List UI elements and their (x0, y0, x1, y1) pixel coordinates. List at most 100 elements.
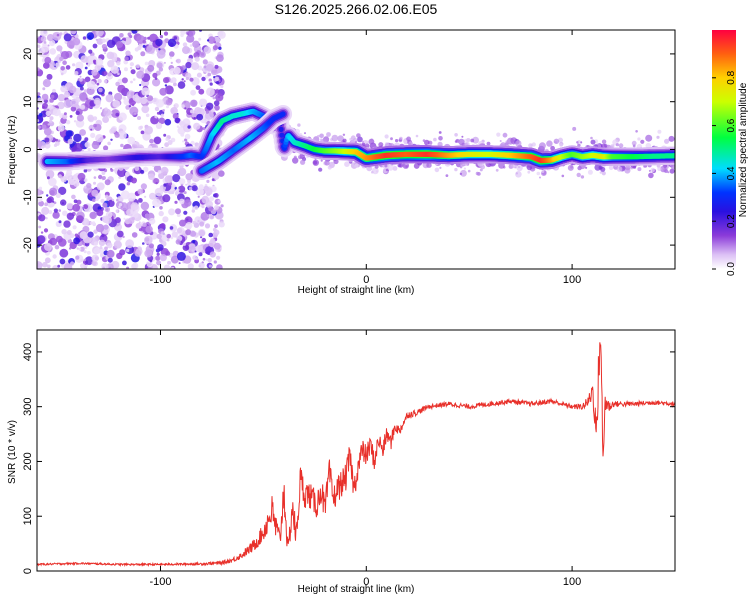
noise-blob (165, 137, 169, 141)
noise-blob (660, 165, 667, 173)
noise-blob (90, 128, 93, 131)
noise-blob (95, 58, 104, 66)
noise-blob (174, 200, 178, 204)
noise-blob (127, 32, 132, 37)
noise-blob (129, 66, 133, 70)
noise-blob (132, 78, 136, 81)
noise-blob (176, 188, 180, 192)
noise-blob (80, 55, 88, 63)
noise-blob (91, 141, 100, 150)
noise-blob (205, 110, 209, 114)
noise-blob (576, 172, 581, 178)
noise-blob (185, 229, 192, 236)
noise-blob (201, 205, 205, 209)
noise-blob (63, 91, 70, 98)
noise-blob (357, 136, 363, 143)
noise-blob (149, 259, 153, 263)
noise-blob (156, 260, 162, 266)
noise-blob (37, 44, 41, 48)
noise-blob (86, 250, 91, 255)
noise-blob (90, 132, 96, 138)
noise-blob (201, 237, 206, 243)
noise-blob (93, 229, 98, 234)
noise-blob (82, 36, 87, 40)
noise-blob (438, 136, 443, 141)
noise-blob (528, 143, 533, 148)
noise-blob (168, 208, 176, 216)
noise-blob (207, 72, 212, 77)
noise-blob (601, 171, 606, 176)
noise-blob (212, 45, 218, 51)
noise-blob (104, 179, 111, 186)
noise-blob (141, 105, 150, 114)
noise-blob (160, 223, 166, 229)
noise-blob (209, 251, 216, 258)
noise-blob (192, 40, 200, 48)
noise-blob (317, 134, 320, 138)
noise-blob (93, 116, 98, 121)
noise-blob (77, 172, 86, 181)
noise-blob (178, 185, 186, 193)
noise-blob (159, 206, 163, 210)
noise-blob (63, 112, 67, 116)
noise-blob (472, 136, 479, 144)
noise-blob (87, 231, 94, 238)
noise-blob (37, 261, 43, 269)
noise-blob (167, 260, 171, 265)
noise-blob (356, 133, 361, 138)
noise-blob (52, 211, 60, 219)
noise-blob (88, 124, 95, 131)
noise-blob (195, 245, 203, 253)
noise-blob (220, 204, 224, 208)
noise-blob (454, 140, 458, 143)
noise-blob (57, 93, 66, 102)
noise-blob (318, 167, 323, 172)
noise-blob (333, 158, 339, 165)
noise-blob (37, 67, 40, 72)
noise-blob (635, 130, 638, 133)
noise-blob (52, 108, 61, 117)
noise-blob (132, 144, 138, 150)
noise-blob (153, 136, 162, 145)
noise-blob (406, 136, 411, 142)
noise-blob (546, 140, 553, 147)
noise-blob (160, 231, 165, 236)
noise-blob (91, 189, 99, 197)
noise-blob (49, 48, 57, 55)
frequency-trace (38, 102, 675, 180)
noise-blob (140, 97, 148, 105)
noise-blob (142, 242, 145, 245)
noise-blob (41, 44, 50, 53)
noise-blob (169, 51, 175, 57)
noise-blob (112, 100, 121, 108)
noise-blob (186, 218, 189, 221)
noise-blob (182, 244, 190, 251)
noise-blob (342, 133, 346, 136)
noise-blob (200, 236, 203, 239)
noise-blob (177, 81, 186, 89)
noise-blob (192, 206, 196, 210)
noise-blob (496, 132, 501, 137)
noise-blob (140, 169, 145, 174)
noise-blob (514, 166, 517, 169)
noise-blob (44, 243, 52, 251)
noise-blob (163, 61, 166, 64)
noise-blob (344, 161, 350, 167)
noise-blob (104, 216, 112, 224)
noise-blob (475, 171, 480, 176)
noise-blob (616, 166, 623, 172)
noise-blob (212, 227, 217, 232)
noise-blob (40, 231, 44, 234)
noise-blob (211, 178, 215, 182)
noise-blob (667, 171, 670, 174)
noise-blob (206, 179, 210, 183)
noise-blob (147, 64, 155, 72)
noise-blob (198, 252, 203, 257)
noise-blob (78, 247, 82, 251)
noise-blob (93, 181, 96, 185)
noise-blob (83, 185, 87, 189)
noise-blob (43, 41, 47, 44)
noise-blob (181, 104, 185, 108)
noise-blob (118, 112, 127, 121)
noise-blob (45, 110, 51, 116)
